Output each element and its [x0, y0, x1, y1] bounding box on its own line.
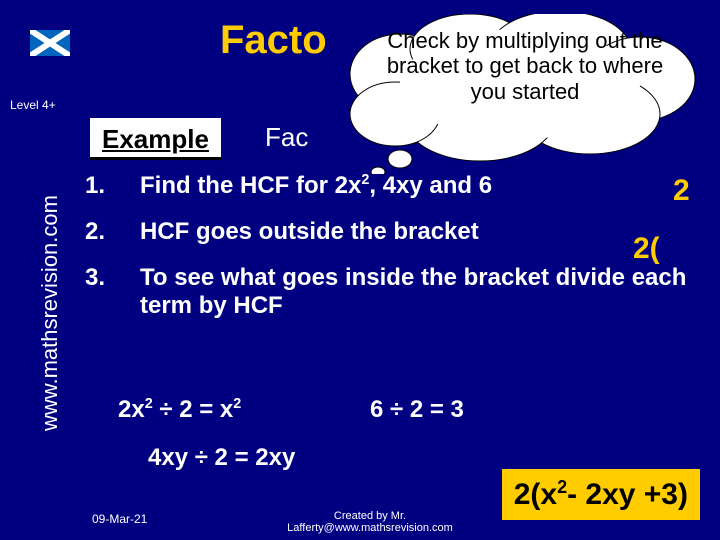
step-2: 2. HCF goes outside the bracket — [85, 218, 695, 246]
step-1: 1. Find the HCF for 2x2, 4xy and 6 — [85, 172, 695, 200]
flag-icon — [30, 30, 70, 56]
step-2-text: HCF goes outside the bracket — [140, 218, 695, 246]
page-title: Facto — [220, 18, 327, 63]
credit-text: Created by Mr.Lafferty@www.mathsrevision… — [270, 510, 470, 534]
step-1-answer: 2 — [673, 174, 690, 208]
step-1-num: 1. — [85, 172, 140, 200]
cloud-callout: Check by multiplying out the bracket to … — [340, 14, 700, 164]
step-2-answer-open: 2( — [633, 232, 660, 266]
example-heading: Example — [90, 118, 221, 160]
step-3-text: To see what goes inside the bracket divi… — [140, 264, 695, 320]
side-url: www.mathsrevision.com — [37, 163, 63, 463]
level-label: Level 4+ — [10, 98, 56, 112]
step-2-num: 2. — [85, 218, 140, 246]
date-text: 09-Mar-21 — [92, 512, 147, 526]
fac-partial-text: Fac — [265, 122, 308, 153]
division-1: 2x2 ÷ 2 = x2 — [118, 396, 241, 424]
final-answer: 2(x2- 2xy +3) — [502, 469, 700, 520]
cloud-text: Check by multiplying out the bracket to … — [370, 28, 680, 104]
division-2: 6 ÷ 2 = 3 — [370, 396, 464, 424]
step-3-num: 3. — [85, 264, 140, 320]
division-3: 4xy ÷ 2 = 2xy — [148, 444, 295, 472]
step-1-text: Find the HCF for 2x2, 4xy and 6 — [140, 172, 695, 200]
steps-block: 1. Find the HCF for 2x2, 4xy and 6 2 2. … — [85, 172, 695, 326]
step-3: 3. To see what goes inside the bracket d… — [85, 264, 695, 320]
